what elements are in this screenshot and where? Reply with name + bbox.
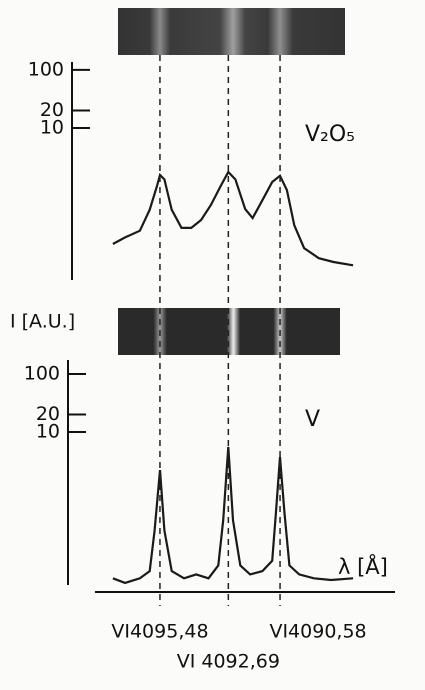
x-tick-label: VI4095,48	[111, 621, 208, 643]
y-tick-label: 10	[36, 420, 60, 442]
spectrum-line	[112, 170, 354, 267]
spectrum-line	[112, 446, 354, 585]
y-tick-label: 20	[40, 99, 64, 121]
x-tick-label: VI4090,58	[269, 621, 366, 643]
annotation: V₂O₅	[305, 122, 355, 147]
film-strip	[118, 8, 345, 55]
annotation: V	[305, 407, 320, 432]
y-tick-label: 100	[28, 58, 64, 80]
y-tick-label: 20	[36, 403, 60, 425]
y-tick-label: 10	[40, 116, 64, 138]
y-axis-label: I [A.U.]	[10, 311, 75, 333]
x-axis-label: λ [Å]	[338, 553, 388, 579]
x-tick-label: VI 4092,69	[177, 651, 280, 673]
y-tick-label: 100	[24, 362, 60, 384]
